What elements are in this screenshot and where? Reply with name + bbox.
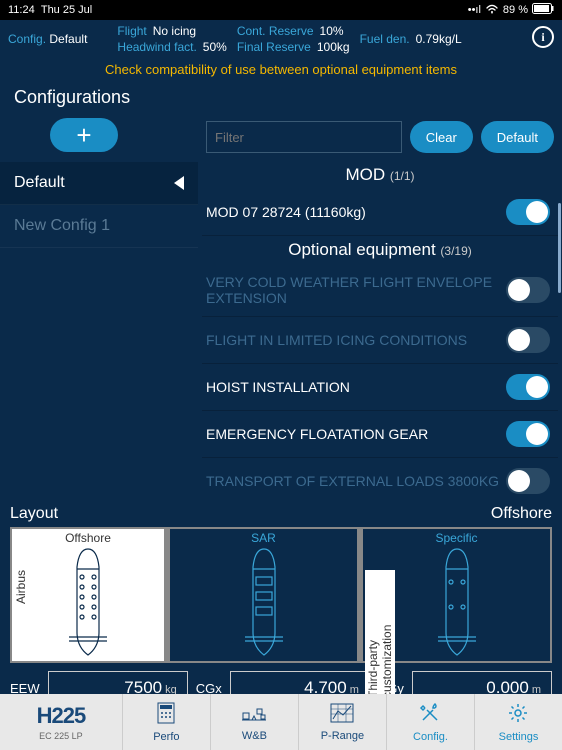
battery-pct: 89 % [503, 4, 528, 16]
add-config-button[interactable]: + [50, 118, 118, 152]
helicopter-icon [241, 547, 287, 659]
mod-list: MOD 07 28724 (11160kg) Optional equipmen… [202, 189, 558, 501]
wifi-icon [485, 4, 499, 17]
config-label: Config. [8, 32, 46, 46]
tools-icon [419, 702, 441, 729]
clear-button[interactable]: Clear [410, 121, 473, 153]
tab-wb[interactable]: W&B [210, 694, 298, 750]
layout-card-specific[interactable]: Third-party customization Specific [363, 529, 550, 661]
status-time: 11:24 [8, 4, 35, 16]
battery-icon [532, 3, 554, 17]
list-item[interactable]: TRANSPORT OF EXTERNAL LOADS 3800KG [202, 458, 558, 501]
logo: H225 [37, 703, 86, 729]
opt-header: Optional equipment (3/19) [202, 236, 558, 264]
list-item[interactable]: HOIST INSTALLATION [202, 364, 558, 411]
status-date: Thu 25 Jul [41, 4, 92, 16]
content: Clear Default MOD (1/1) MOD 07 28724 (11… [198, 81, 562, 501]
helicopter-icon [65, 547, 111, 659]
tab-logo[interactable]: H225 EC 225 LP [0, 694, 122, 750]
scroll-indicator[interactable] [558, 203, 561, 293]
gear-icon [507, 702, 529, 729]
info-bar: Config. Default FlightNo icing Headwind … [0, 20, 562, 58]
helicopter-icon [434, 547, 480, 659]
list-item[interactable]: VERY COLD WEATHER FLIGHT ENVELOPE EXTENS… [202, 264, 558, 317]
tab-perfo[interactable]: Perfo [122, 694, 210, 750]
balance-icon [241, 703, 267, 728]
warning-text: Check compatibility of use between optio… [0, 58, 562, 81]
config-value: Default [49, 32, 87, 46]
sidebar: Configurations + Default New Config 1 [0, 81, 198, 501]
layout-value: Offshore [491, 505, 552, 523]
toggle[interactable] [506, 468, 550, 494]
info-icon[interactable]: i [532, 26, 554, 48]
chart-icon [330, 703, 354, 728]
filter-input[interactable] [206, 121, 402, 153]
layout-section: Layout Offshore Airbus Offshore SAR [0, 501, 562, 663]
layout-card-sar[interactable]: SAR [170, 529, 357, 661]
list-item[interactable]: MOD 07 28724 (11160kg) [202, 189, 558, 236]
layout-card-offshore[interactable]: Airbus Offshore [12, 529, 164, 661]
active-indicator-icon [174, 176, 184, 190]
sidebar-title: Configurations [0, 81, 198, 114]
config-item-new[interactable]: New Config 1 [0, 205, 198, 248]
config-item-default[interactable]: Default [0, 162, 198, 205]
mod-header: MOD (1/1) [202, 161, 558, 189]
toggle[interactable] [506, 199, 550, 225]
signal-icon: ••ıl [468, 4, 481, 16]
list-item[interactable]: EMERGENCY FLOATATION GEAR [202, 411, 558, 458]
tab-config[interactable]: Config. [386, 694, 474, 750]
toggle[interactable] [506, 327, 550, 353]
status-bar: 11:24 Thu 25 Jul ••ıl 89 % [0, 0, 562, 20]
layout-label: Layout [10, 505, 58, 523]
tabbar: H225 EC 225 LP Perfo W&B P-Range Config.… [0, 694, 562, 750]
calculator-icon [156, 702, 176, 729]
list-item[interactable]: FLIGHT IN LIMITED ICING CONDITIONS [202, 317, 558, 364]
toggle[interactable] [506, 374, 550, 400]
tab-settings[interactable]: Settings [474, 694, 562, 750]
tab-prange[interactable]: P-Range [298, 694, 386, 750]
toggle[interactable] [506, 421, 550, 447]
default-button[interactable]: Default [481, 121, 554, 153]
toggle[interactable] [506, 277, 550, 303]
